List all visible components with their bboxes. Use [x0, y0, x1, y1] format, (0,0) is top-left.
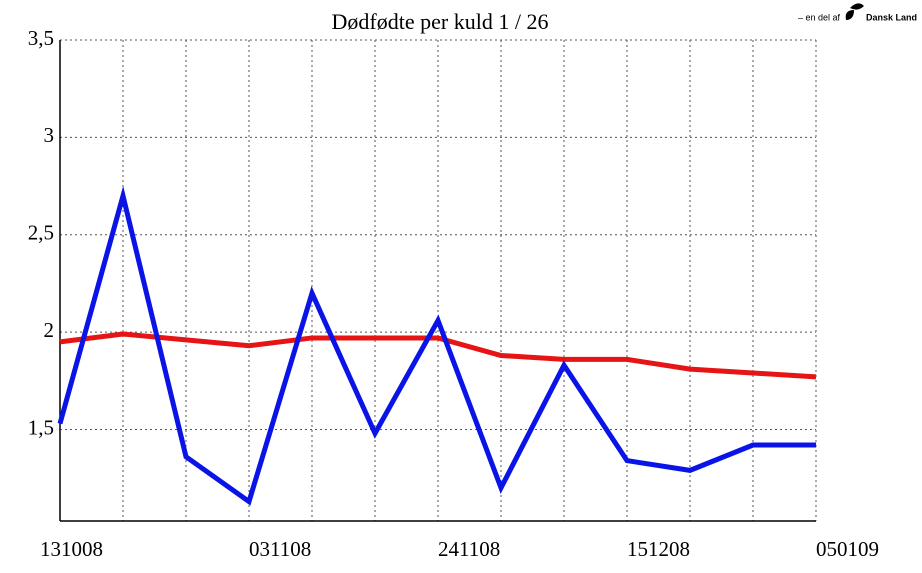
y-tick-label: 3 — [44, 123, 55, 147]
y-tick-label: 1,5 — [28, 415, 54, 439]
x-tick-label: 241108 — [438, 537, 500, 561]
line-series — [57, 185, 816, 506]
logo-icon — [845, 3, 864, 20]
logo-name: Dansk Land — [866, 12, 917, 22]
chart-title: Dødfødte per kuld 1 / 26 — [332, 9, 549, 34]
x-tick-label: 151208 — [627, 537, 690, 561]
y-tick-label: 2,5 — [28, 221, 54, 245]
line-series — [59, 331, 817, 380]
x-tick-label: 050109 — [816, 537, 879, 561]
logo-prefix: – en del af — [798, 12, 841, 22]
y-tick-label: 3,5 — [28, 26, 54, 50]
x-tick-label: 131008 — [40, 537, 103, 561]
y-tick-label: 2 — [44, 318, 55, 342]
x-tick-label: 031108 — [249, 537, 311, 561]
